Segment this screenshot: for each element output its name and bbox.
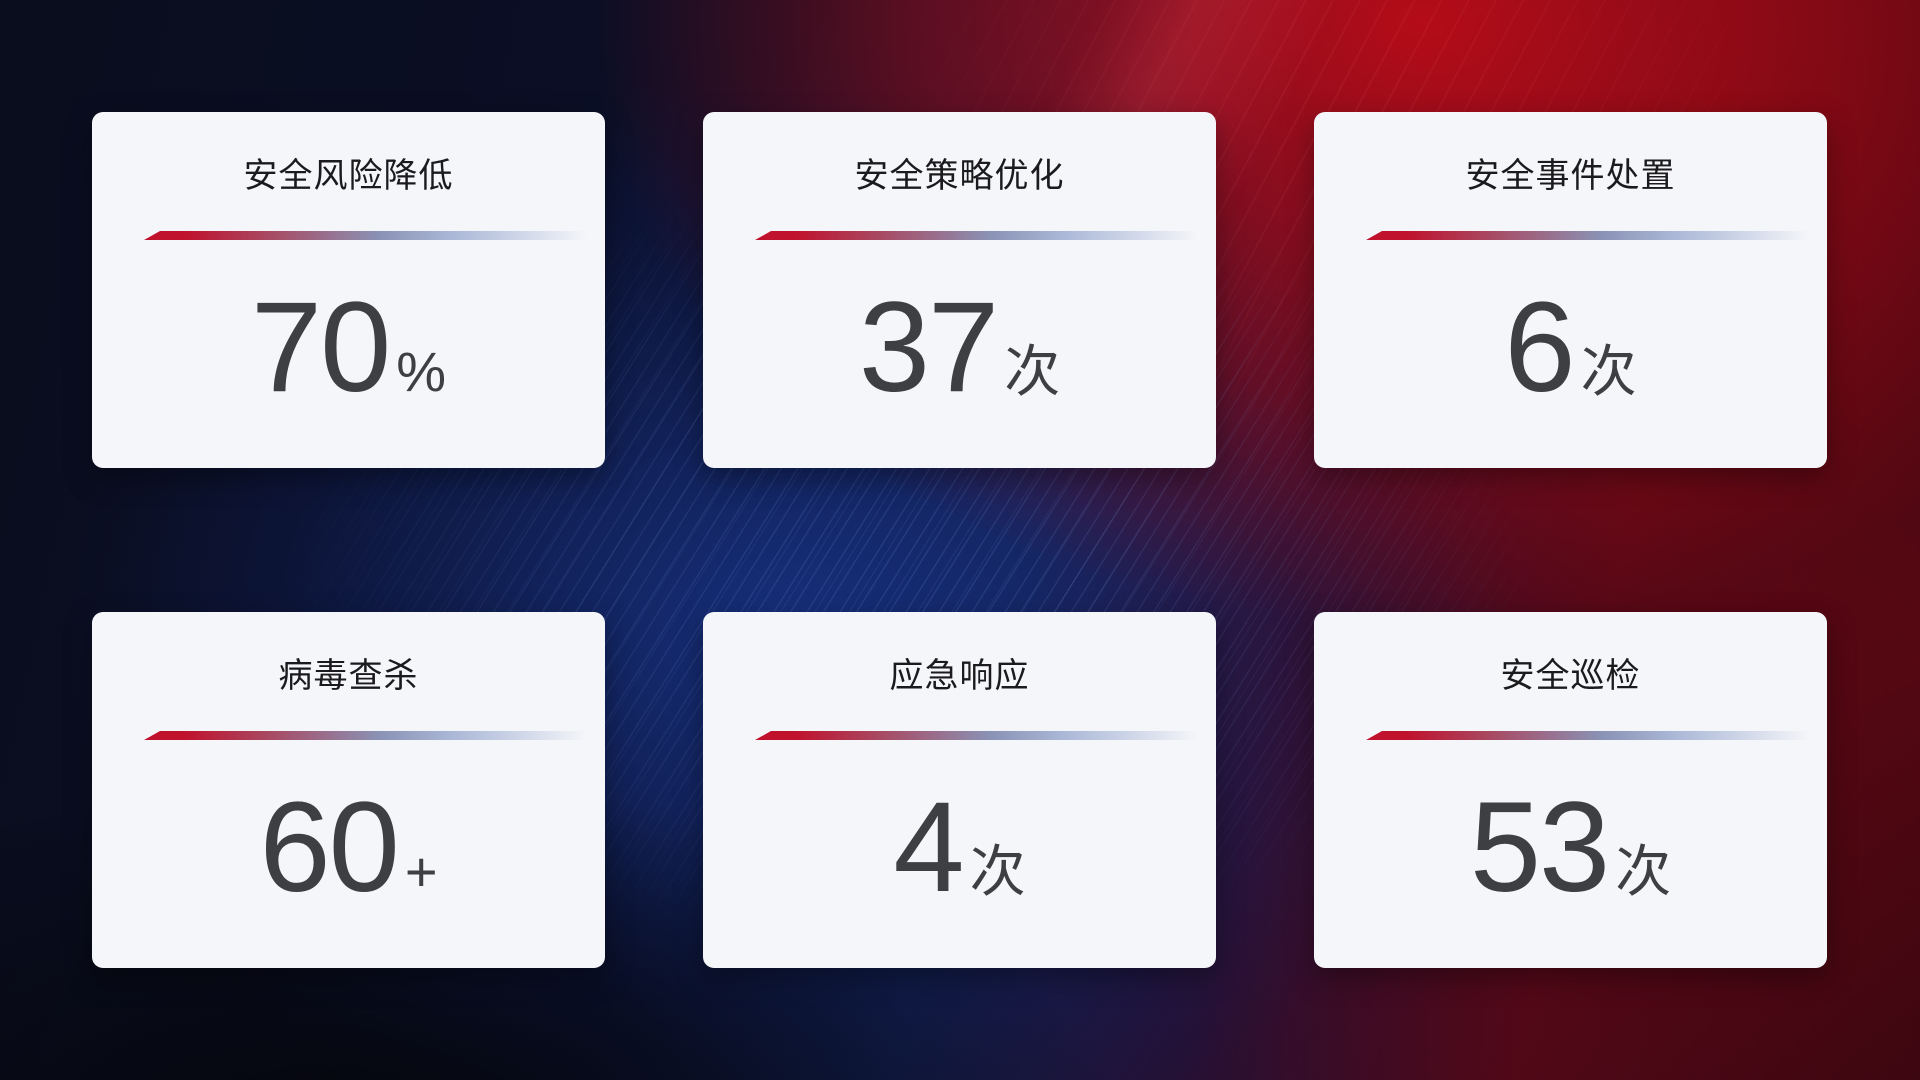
card-value-row: 53 次 bbox=[1314, 776, 1827, 959]
card-value-unit: % bbox=[396, 340, 447, 403]
card-accent-divider bbox=[755, 231, 1207, 240]
card-value: 60 bbox=[259, 776, 399, 919]
card-accent-divider bbox=[1366, 731, 1818, 740]
card-value-unit: 次 bbox=[1580, 340, 1637, 403]
card-value-unit: 次 bbox=[1004, 340, 1061, 403]
card-title: 应急响应 bbox=[889, 657, 1030, 695]
card-title: 安全风险降低 bbox=[243, 157, 454, 195]
card-value: 4 bbox=[893, 776, 964, 919]
card-accent-divider bbox=[1366, 231, 1818, 240]
stat-card-policy-optimization: 安全策略优化 37 次 bbox=[703, 112, 1216, 468]
card-title: 安全策略优化 bbox=[854, 157, 1065, 195]
stat-card-security-inspection: 安全巡检 53 次 bbox=[1314, 612, 1827, 968]
card-title: 病毒查杀 bbox=[278, 657, 419, 695]
card-value: 6 bbox=[1504, 276, 1575, 419]
card-value: 53 bbox=[1469, 776, 1610, 919]
card-title: 安全事件处置 bbox=[1465, 157, 1676, 195]
card-value-row: 60 + bbox=[92, 776, 605, 959]
card-title: 安全巡检 bbox=[1500, 657, 1641, 695]
stat-card-security-risk-reduction: 安全风险降低 70% bbox=[92, 112, 605, 468]
card-value-unit: 次 bbox=[969, 840, 1026, 903]
card-value-row: 37 次 bbox=[703, 276, 1216, 459]
stat-card-virus-scan: 病毒查杀 60 + bbox=[92, 612, 605, 968]
card-accent-divider bbox=[144, 231, 596, 240]
card-value-row: 70% bbox=[92, 276, 605, 459]
card-value: 37 bbox=[858, 276, 999, 419]
card-accent-divider bbox=[755, 731, 1207, 740]
card-value-unit: + bbox=[404, 840, 438, 903]
card-value: 70 bbox=[250, 276, 391, 419]
card-value-unit: 次 bbox=[1615, 840, 1672, 903]
card-accent-divider bbox=[144, 731, 596, 740]
